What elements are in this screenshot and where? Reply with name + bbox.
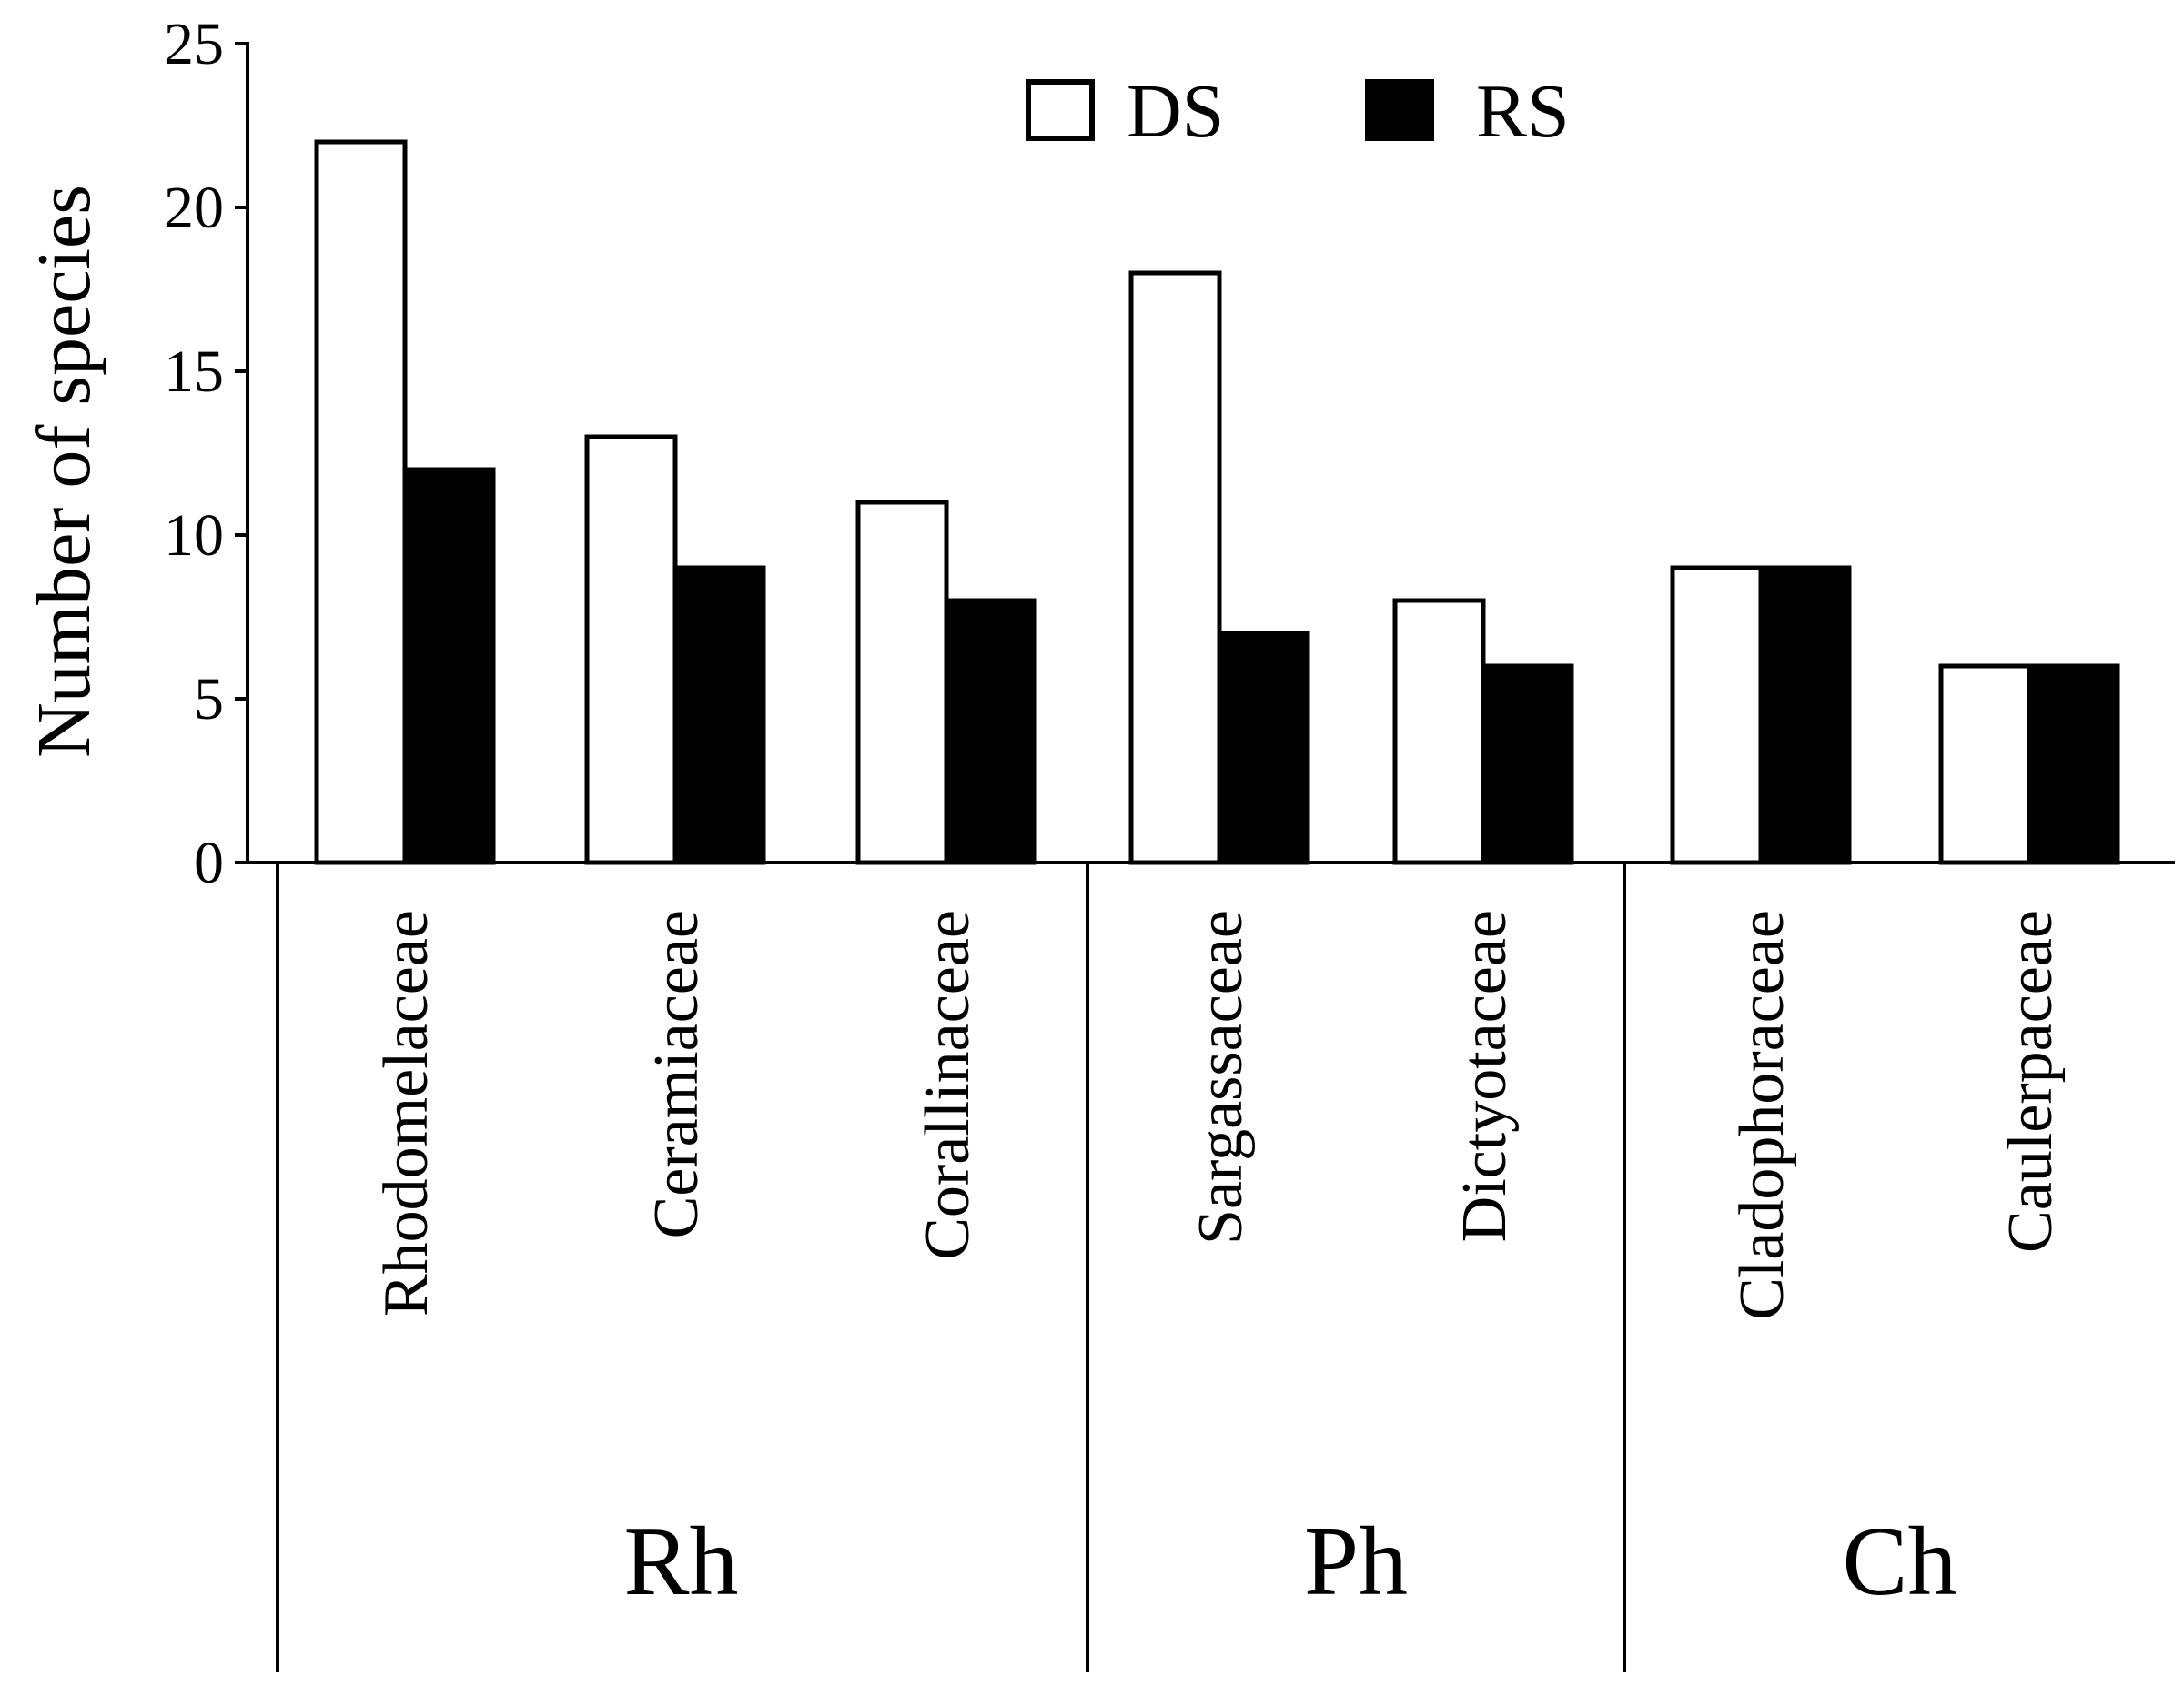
category-label-ceramiaceae: Ceramiaceae — [642, 910, 712, 1238]
bar-rs-corallinaceae — [944, 598, 1037, 865]
category-label-rhodomelaceae: Rhodomelaceae — [371, 910, 441, 1317]
y-tick-label-0: 0 — [194, 830, 224, 896]
group-label-rh: Rh — [623, 1508, 738, 1616]
bar-ds-dictyotaceae — [1392, 598, 1486, 865]
legend-label-ds: DS — [1127, 69, 1224, 154]
y-tick-label-5: 5 — [194, 666, 224, 732]
category-label-dictyotaceae: Dictyotaceae — [1450, 910, 1520, 1242]
y-axis-title: Number of species — [22, 185, 106, 758]
bar-rs-ceramiaceae — [672, 565, 766, 865]
y-tick-label-25: 25 — [164, 11, 224, 77]
bar-ds-caulerpaceae — [1938, 663, 2032, 865]
bar-rs-rhodomelaceae — [402, 467, 496, 865]
group-label-ph: Ph — [1304, 1508, 1408, 1616]
bar-ds-rhodomelaceae — [314, 139, 408, 865]
legend-swatch-ds — [1026, 79, 1095, 141]
bar-ds-ceramiaceae — [584, 434, 678, 865]
group-label-ch: Ch — [1842, 1508, 1956, 1616]
category-label-corallinaceae: Corallinaceae — [913, 910, 983, 1260]
labels: Rhodomelaceae Ceramiaceae Corallinaceae Sar… — [371, 910, 2066, 1616]
bar-rs-dictyotaceae — [1481, 663, 1574, 865]
y-tick-label-10: 10 — [164, 502, 224, 569]
category-label-caulerpaceae: Caulerpaceae — [1996, 910, 2066, 1253]
bars — [314, 139, 2120, 865]
y-tick-label-15: 15 — [164, 338, 224, 405]
axes: 0 5 10 15 20 25 Number of species — [22, 11, 2175, 1672]
bar-rs-cladophoraceae — [1758, 565, 1852, 865]
bar-rs-caulerpaceae — [2027, 663, 2120, 865]
legend: DS RS — [1026, 69, 1570, 154]
y-tick-label-20: 20 — [164, 175, 224, 241]
bar-rs-sargassaceae — [1217, 631, 1310, 865]
category-label-sargassaceae: Sargassaceae — [1186, 910, 1256, 1245]
bar-ds-sargassaceae — [1128, 270, 1222, 865]
legend-swatch-rs — [1365, 79, 1434, 141]
bar-ds-corallinaceae — [855, 500, 949, 865]
category-label-cladophoraceae: Cladophoraceae — [1727, 910, 1797, 1320]
legend-label-rs: RS — [1476, 69, 1570, 154]
bar-ds-cladophoraceae — [1670, 565, 1764, 865]
